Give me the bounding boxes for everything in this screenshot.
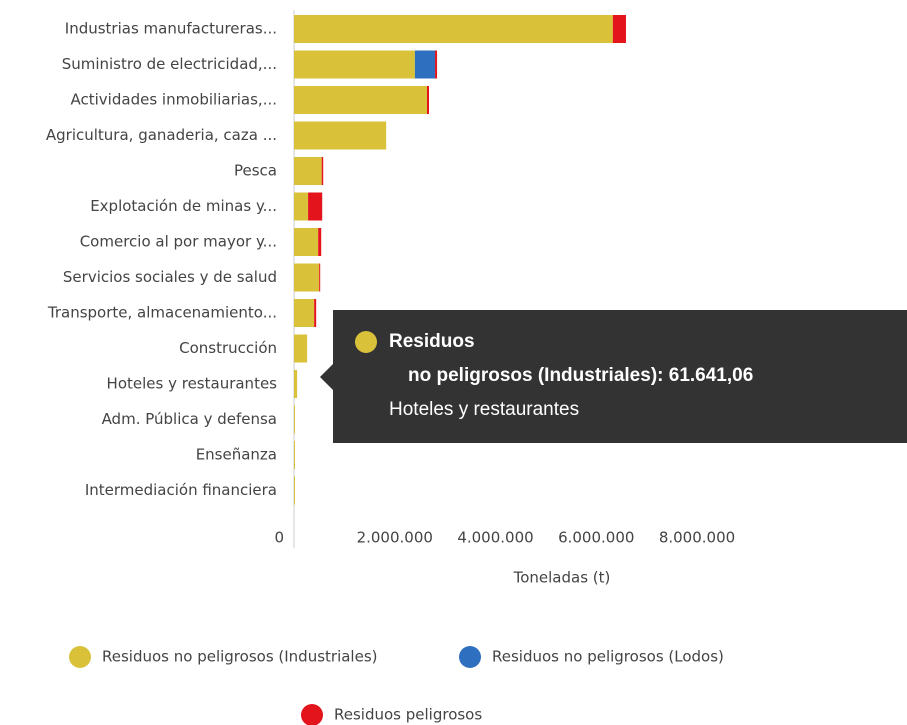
category-label: Hoteles y restaurantes [107,375,278,393]
bar-segment [294,334,308,363]
legend-swatch [301,704,323,725]
bar-segment [314,299,317,327]
category-label: Actividades inmobiliarias,... [71,91,277,109]
bar-segment [294,50,415,79]
category-label: Construcción [179,339,277,357]
bar-segment [294,370,298,398]
bar-segment [435,50,438,79]
x-tick-label: 4.000.000 [457,529,533,547]
bar-segment [321,157,324,185]
bar-segment [294,405,296,434]
category-label: Intermediación financiera [85,481,277,499]
category-label: Adm. Pública y defensa [102,410,277,428]
legend-label: Residuos no peligrosos (Industriales) [102,648,378,666]
legend-label: Residuos no peligrosos (Lodos) [492,648,724,666]
x-axis-title: Toneladas (t) [513,569,611,587]
tooltip-box [320,310,907,443]
category-label: Comercio al por mayor y... [80,233,277,251]
category-label: Servicios sociales y de salud [63,268,277,286]
bar-segment [294,86,427,114]
category-label: Explotación de minas y... [90,197,277,215]
bar-segment [318,228,322,256]
bar-segment [294,15,613,43]
x-tick-label: 8.000.000 [659,529,735,547]
bar-segment [308,192,323,221]
x-tick-label: 2.000.000 [357,529,433,547]
category-label: Pesca [234,162,277,180]
bar-segment [294,299,315,327]
bar-segment [294,263,320,292]
bar-segment [294,121,387,150]
category-label: Industrias manufactureras... [65,20,277,38]
tooltip-line: Residuos [389,331,475,352]
category-label: Suministro de electricidad,... [62,55,277,73]
category-label: Agricultura, ganaderia, caza ... [46,126,277,144]
tooltip-swatch [355,331,377,353]
bar-segment [294,476,295,505]
bar-segment [414,50,436,79]
bar-segment [294,157,322,185]
bar-segment [319,263,321,292]
category-label: Enseñanza [196,446,277,464]
bar-segment [294,228,319,256]
x-tick-label: 0 [274,529,284,547]
x-tick-label: 6.000.000 [558,529,634,547]
category-label: Transporte, almacenamiento... [47,304,277,322]
bar-segment [294,192,309,221]
tooltip: Residuos no peligrosos (Industriales): 61… [320,310,907,443]
legend-swatch [459,646,481,668]
legend-label: Residuos peligrosos [334,706,482,724]
tooltip-line: no peligrosos (Industriales): 61.641,06 [408,365,753,386]
bar-segment [426,86,430,114]
bar-segment [294,441,295,469]
legend-swatch [69,646,91,668]
bar-segment [612,15,626,43]
tooltip-line: Hoteles y restaurantes [389,399,579,420]
